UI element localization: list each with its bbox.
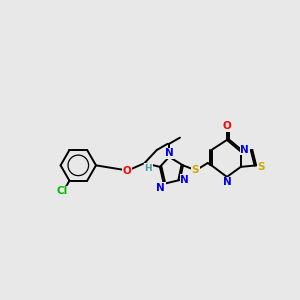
Text: N: N bbox=[180, 175, 189, 185]
Text: S: S bbox=[257, 162, 265, 172]
Text: Cl: Cl bbox=[57, 186, 68, 197]
Text: N: N bbox=[165, 148, 173, 158]
Text: S: S bbox=[192, 165, 199, 175]
Text: N: N bbox=[240, 145, 249, 155]
Text: N: N bbox=[223, 177, 231, 187]
Text: O: O bbox=[122, 166, 131, 176]
Text: O: O bbox=[223, 121, 231, 131]
Text: H: H bbox=[145, 164, 152, 173]
Text: N: N bbox=[156, 183, 165, 193]
